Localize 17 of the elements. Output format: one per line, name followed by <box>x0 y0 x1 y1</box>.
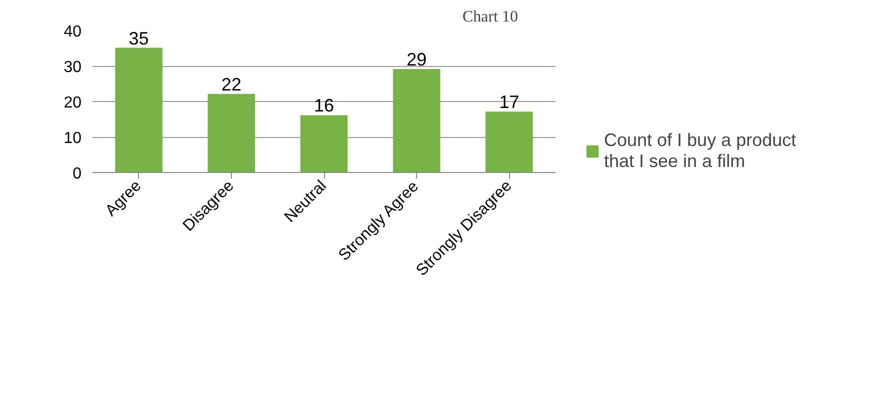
data-label: 16 <box>314 96 334 116</box>
data-label: 35 <box>128 28 149 48</box>
bar <box>300 115 348 172</box>
data-label: 22 <box>221 74 242 94</box>
y-tick-label: 0 <box>72 166 82 182</box>
y-tick-label: 10 <box>64 130 82 147</box>
data-label: 17 <box>499 92 520 112</box>
legend-label: Count of I buy a product that I see in a film <box>604 130 796 172</box>
data-label: 29 <box>406 50 427 70</box>
bar <box>115 48 162 172</box>
bar <box>392 69 440 172</box>
bar <box>208 94 256 172</box>
y-tick-label: 30 <box>64 59 82 76</box>
chart-title: Chart 10 <box>462 8 518 26</box>
y-tick-label: 20 <box>64 94 82 112</box>
bar <box>486 112 533 172</box>
y-tick-label: 40 <box>64 24 82 40</box>
